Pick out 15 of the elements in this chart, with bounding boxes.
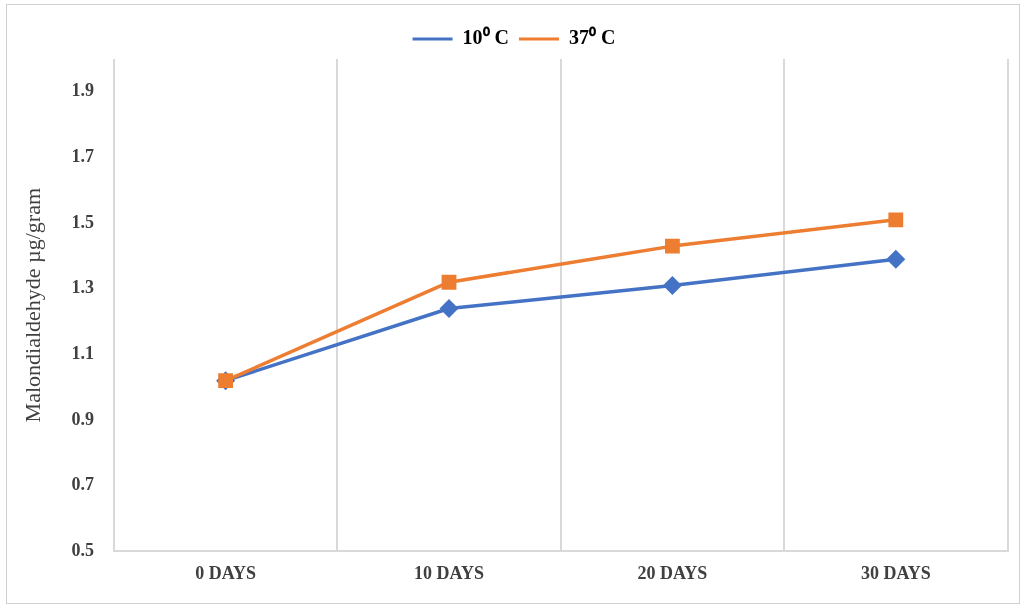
y-tick-label: 1.3 bbox=[71, 277, 94, 298]
y-tick-label: 1.5 bbox=[71, 211, 94, 232]
y-tick-label: 1.9 bbox=[71, 80, 94, 101]
x-tick-label: 30 DAYS bbox=[860, 562, 931, 583]
legend-label: 10⁰ C bbox=[462, 26, 510, 49]
y-tick-label: 1.7 bbox=[71, 146, 94, 167]
y-tick-label: 0.9 bbox=[71, 408, 94, 429]
y-tick-label: 1.1 bbox=[71, 343, 94, 364]
y-tick-label: 0.7 bbox=[71, 474, 94, 495]
y-tick-label: 0.5 bbox=[71, 540, 94, 561]
x-tick-label: 20 DAYS bbox=[637, 562, 708, 583]
x-tick-label: 0 DAYS bbox=[195, 562, 257, 583]
legend-label: 37⁰ C bbox=[569, 26, 616, 49]
x-tick-label: 10 DAYS bbox=[414, 562, 484, 583]
y-axis-title: Malondialdehyde µg/gram bbox=[19, 187, 45, 423]
